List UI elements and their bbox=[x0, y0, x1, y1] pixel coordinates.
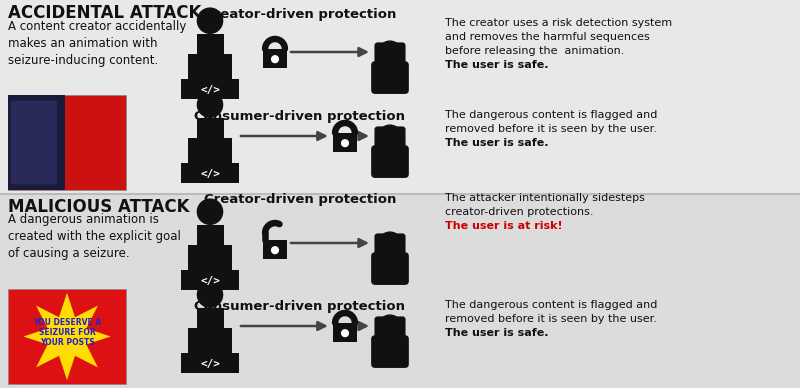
Circle shape bbox=[198, 92, 222, 117]
Text: The dangerous content is flagged and: The dangerous content is flagged and bbox=[445, 110, 658, 120]
Text: removed before it is seen by the user.: removed before it is seen by the user. bbox=[445, 124, 657, 134]
Circle shape bbox=[198, 8, 222, 33]
FancyBboxPatch shape bbox=[10, 100, 58, 184]
Text: YOU DESERVE A
SEIZURE FOR
YOUR POSTS: YOU DESERVE A SEIZURE FOR YOUR POSTS bbox=[33, 318, 101, 347]
Text: The attacker intentionally sidesteps: The attacker intentionally sidesteps bbox=[445, 193, 645, 203]
Bar bbox=[8, 95, 65, 190]
Bar bbox=[262, 49, 287, 68]
FancyBboxPatch shape bbox=[374, 316, 406, 341]
Circle shape bbox=[272, 247, 278, 253]
Bar bbox=[197, 225, 223, 247]
Text: The user is safe.: The user is safe. bbox=[445, 328, 549, 338]
Text: Creator-driven protection: Creator-driven protection bbox=[204, 8, 396, 21]
Text: ACCIDENTAL ATTACK: ACCIDENTAL ATTACK bbox=[8, 4, 202, 22]
Bar bbox=[8, 289, 126, 384]
Polygon shape bbox=[23, 293, 110, 380]
Bar bbox=[189, 245, 232, 272]
Text: Consumer-driven protection: Consumer-driven protection bbox=[194, 300, 406, 313]
Circle shape bbox=[342, 330, 348, 336]
Bar bbox=[181, 79, 238, 99]
Text: The user is safe.: The user is safe. bbox=[445, 60, 549, 70]
Bar bbox=[333, 323, 358, 341]
Text: </>: </> bbox=[200, 85, 220, 95]
Bar bbox=[189, 54, 232, 81]
Bar bbox=[189, 138, 232, 165]
FancyBboxPatch shape bbox=[374, 234, 406, 258]
Bar bbox=[197, 118, 223, 140]
Text: </>: </> bbox=[200, 359, 220, 369]
FancyBboxPatch shape bbox=[374, 42, 406, 67]
Text: </>: </> bbox=[200, 169, 220, 179]
Circle shape bbox=[378, 41, 402, 64]
Text: The creator uses a risk detection system: The creator uses a risk detection system bbox=[445, 18, 672, 28]
FancyBboxPatch shape bbox=[371, 145, 409, 178]
Text: creator-driven protections.: creator-driven protections. bbox=[445, 207, 594, 217]
Bar bbox=[8, 95, 126, 190]
Circle shape bbox=[342, 140, 348, 147]
Circle shape bbox=[378, 125, 402, 148]
Text: The dangerous content is flagged and: The dangerous content is flagged and bbox=[445, 300, 658, 310]
Text: The user is at risk!: The user is at risk! bbox=[445, 221, 562, 231]
Text: A content creator accidentally
makes an animation with
seizure-inducing content.: A content creator accidentally makes an … bbox=[8, 20, 186, 67]
Text: and removes the harmful sequences: and removes the harmful sequences bbox=[445, 32, 650, 42]
Text: A dangerous animation is
created with the explicit goal
of causing a seizure.: A dangerous animation is created with th… bbox=[8, 213, 181, 260]
Bar bbox=[181, 270, 238, 290]
Text: before releasing the  animation.: before releasing the animation. bbox=[445, 46, 624, 56]
Text: </>: </> bbox=[200, 276, 220, 286]
FancyBboxPatch shape bbox=[371, 61, 409, 94]
FancyBboxPatch shape bbox=[374, 126, 406, 151]
Circle shape bbox=[378, 315, 402, 338]
Bar bbox=[0, 194, 800, 388]
Circle shape bbox=[198, 282, 222, 307]
Bar bbox=[262, 240, 287, 258]
Bar bbox=[0, 0, 800, 194]
Bar bbox=[189, 328, 232, 355]
Circle shape bbox=[198, 199, 222, 224]
Text: Consumer-driven protection: Consumer-driven protection bbox=[194, 110, 406, 123]
Bar bbox=[197, 308, 223, 330]
Bar bbox=[333, 133, 358, 152]
FancyBboxPatch shape bbox=[371, 252, 409, 285]
Text: MALICIOUS ATTACK: MALICIOUS ATTACK bbox=[8, 198, 190, 216]
Circle shape bbox=[378, 232, 402, 255]
Circle shape bbox=[272, 56, 278, 62]
Text: Creator-driven protection: Creator-driven protection bbox=[204, 193, 396, 206]
Text: The user is safe.: The user is safe. bbox=[445, 138, 549, 148]
Text: removed before it is seen by the user.: removed before it is seen by the user. bbox=[445, 314, 657, 324]
Bar bbox=[181, 353, 238, 373]
FancyBboxPatch shape bbox=[371, 335, 409, 368]
Bar bbox=[181, 163, 238, 183]
Bar bbox=[197, 35, 223, 56]
